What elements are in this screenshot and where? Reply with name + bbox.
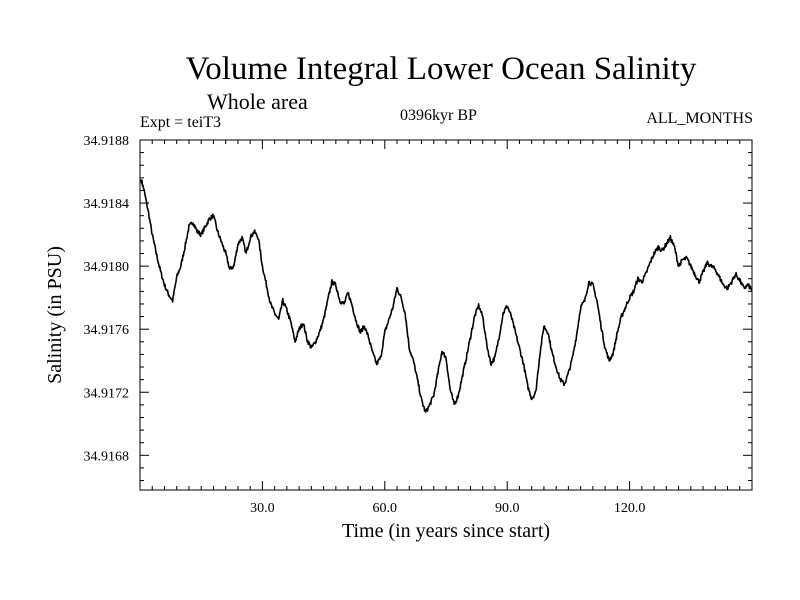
chart-title: Volume Integral Lower Ocean Salinity — [185, 51, 697, 87]
series-group — [140, 179, 753, 413]
x-tick-label: 60.0 — [373, 501, 398, 516]
months-label: ALL_MONTHS — [646, 110, 753, 127]
y-tick-label: 34.9176 — [84, 323, 130, 338]
y-tick-label: 34.9188 — [84, 134, 130, 149]
period-label: 0396kyr BP — [400, 107, 477, 124]
experiment-label: Expt = teiT3 — [140, 114, 222, 131]
y-tick-label: 34.9172 — [84, 386, 130, 401]
salinity-series-line — [140, 179, 753, 413]
x-tick-label: 120.0 — [614, 501, 646, 516]
y-tick-label: 34.9184 — [84, 197, 130, 212]
axis-ticks — [140, 139, 752, 490]
y-tick-label: 34.9180 — [84, 260, 130, 275]
y-tick-label: 34.9168 — [84, 449, 130, 464]
chart-subtitle: Whole area — [207, 89, 308, 114]
plot-frame — [139, 139, 753, 491]
tick-labels: 30.0 60.0 90.0 120.0 34.9168 34.9172 34.9176 34… — [84, 134, 646, 516]
x-tick-label: 90.0 — [495, 501, 520, 516]
x-tick-label: 30.0 — [250, 501, 275, 516]
x-axis-label: Time (in years since start) — [341, 520, 551, 542]
